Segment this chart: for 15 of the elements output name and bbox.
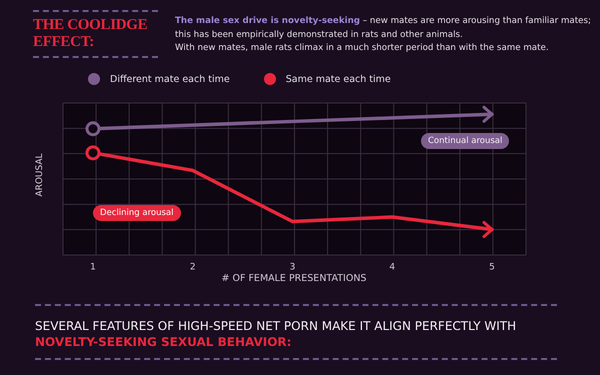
- x-tick-label: 1: [90, 262, 96, 272]
- x-tick-label: 5: [489, 262, 495, 272]
- legend-label: Same mate each time: [284, 73, 391, 85]
- x-tick-label: 2: [190, 262, 196, 272]
- chart-subtitle: The male sex drive is novelty-seeking – new mates are more arousing than familiar mates; this has been empirically demonstrated in rats and other animals. With new mates, male rats climax in a much shorter period than with the same mate.: [175, 15, 592, 55]
- annotation: Continual arousal: [421, 133, 510, 149]
- x-tick-label: 4: [389, 262, 396, 272]
- legend-label: Different mate each time: [109, 73, 230, 85]
- annotation: Declining arousal: [93, 205, 181, 221]
- y-axis-title: AROUSAL: [35, 153, 45, 197]
- chart-title: THE COOLIDGE EFFECT:: [33, 17, 148, 51]
- x-tick-label: 3: [290, 262, 296, 272]
- text: SEVERAL FEATURES OF HIGH-SPEED NET PORN MAKE IT ALIGN PERFECTLY WITH: [35, 318, 518, 334]
- x-axis-title: # OF FEMALE PRESENTATIONS: [222, 273, 366, 284]
- text: NOVELTY-SEEKING SEXUAL BEHAVIOR:: [35, 334, 292, 350]
